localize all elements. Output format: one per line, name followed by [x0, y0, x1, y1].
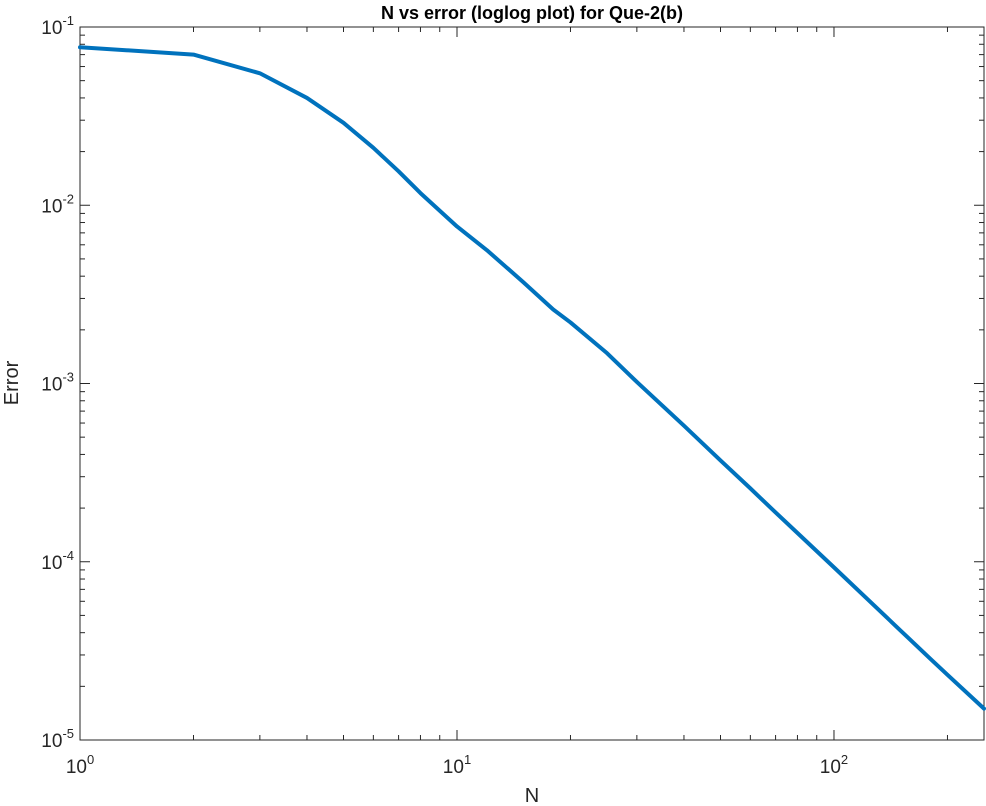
data-point: [862, 594, 866, 598]
data-point: [605, 351, 609, 355]
y-axis-label: Error: [1, 360, 23, 405]
y-tick-label: 10-1: [41, 13, 74, 39]
x-tick-label: 102: [820, 752, 848, 778]
data-point: [191, 53, 195, 57]
data-point: [748, 486, 752, 490]
data-point: [258, 71, 262, 75]
data-point: [928, 657, 932, 661]
data-point: [774, 510, 778, 514]
x-tick-label: 101: [443, 752, 471, 778]
data-point: [418, 191, 422, 195]
data-point: [305, 96, 309, 100]
data-point: [485, 248, 489, 252]
data-point: [78, 45, 82, 49]
axis-tick-labels: 100 101 102 10-1 10-2 10-3 10-4 10-5: [41, 13, 848, 778]
data-point: [521, 280, 525, 284]
data-point: [371, 146, 375, 150]
y-tick-label: 10-5: [41, 726, 74, 752]
data-point: [342, 121, 346, 125]
data-point: [898, 628, 902, 632]
data-point: [455, 224, 459, 228]
data-point: [832, 565, 836, 569]
data-point: [568, 320, 572, 324]
y-tick-label: 10-3: [41, 370, 74, 396]
data-point: [795, 531, 799, 535]
data-point: [551, 308, 555, 312]
data-point: [397, 169, 401, 173]
y-tick-label: 10-2: [41, 191, 74, 217]
data-point: [945, 673, 949, 677]
chart-title: N vs error (loglog plot) for Que-2(b): [381, 3, 683, 23]
x-tick-label: 100: [66, 752, 94, 778]
plot-area: [79, 26, 985, 741]
data-point: [635, 380, 639, 384]
x-axis-label: N: [525, 785, 539, 806]
axis-ticks: [79, 26, 984, 741]
data-point: [719, 458, 723, 462]
y-tick-label: 10-4: [41, 548, 74, 574]
data-point: [982, 707, 986, 711]
series-line: [78, 45, 986, 711]
data-point: [682, 424, 686, 428]
